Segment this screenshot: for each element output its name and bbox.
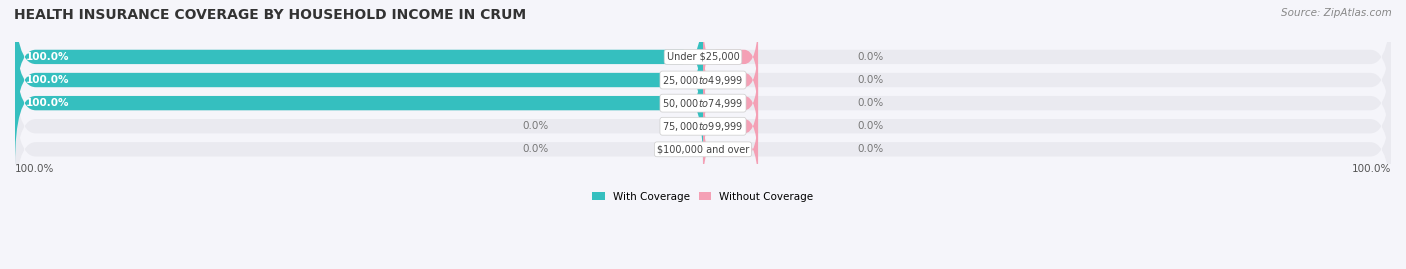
FancyBboxPatch shape <box>703 41 758 119</box>
Text: 0.0%: 0.0% <box>858 75 884 85</box>
Text: 100.0%: 100.0% <box>1351 164 1391 174</box>
Text: 0.0%: 0.0% <box>858 121 884 131</box>
Text: 0.0%: 0.0% <box>858 98 884 108</box>
FancyBboxPatch shape <box>15 18 1391 142</box>
Text: 0.0%: 0.0% <box>858 144 884 154</box>
Text: $100,000 and over: $100,000 and over <box>657 144 749 154</box>
Text: $50,000 to $74,999: $50,000 to $74,999 <box>662 97 744 110</box>
Text: 100.0%: 100.0% <box>25 52 69 62</box>
FancyBboxPatch shape <box>15 64 1391 188</box>
Text: HEALTH INSURANCE COVERAGE BY HOUSEHOLD INCOME IN CRUM: HEALTH INSURANCE COVERAGE BY HOUSEHOLD I… <box>14 8 526 22</box>
FancyBboxPatch shape <box>703 110 758 188</box>
FancyBboxPatch shape <box>703 18 758 96</box>
FancyBboxPatch shape <box>15 41 1391 165</box>
FancyBboxPatch shape <box>703 64 758 142</box>
Text: 100.0%: 100.0% <box>25 98 69 108</box>
FancyBboxPatch shape <box>15 18 703 142</box>
Legend: With Coverage, Without Coverage: With Coverage, Without Coverage <box>588 187 818 206</box>
Text: $25,000 to $49,999: $25,000 to $49,999 <box>662 73 744 87</box>
Text: Under $25,000: Under $25,000 <box>666 52 740 62</box>
FancyBboxPatch shape <box>15 0 703 119</box>
Text: 0.0%: 0.0% <box>522 144 548 154</box>
Text: 100.0%: 100.0% <box>15 164 55 174</box>
Text: $75,000 to $99,999: $75,000 to $99,999 <box>662 120 744 133</box>
FancyBboxPatch shape <box>15 41 703 165</box>
FancyBboxPatch shape <box>15 87 1391 211</box>
Text: 0.0%: 0.0% <box>522 121 548 131</box>
FancyBboxPatch shape <box>703 87 758 165</box>
Text: Source: ZipAtlas.com: Source: ZipAtlas.com <box>1281 8 1392 18</box>
FancyBboxPatch shape <box>15 0 1391 119</box>
Text: 0.0%: 0.0% <box>858 52 884 62</box>
Text: 100.0%: 100.0% <box>25 75 69 85</box>
